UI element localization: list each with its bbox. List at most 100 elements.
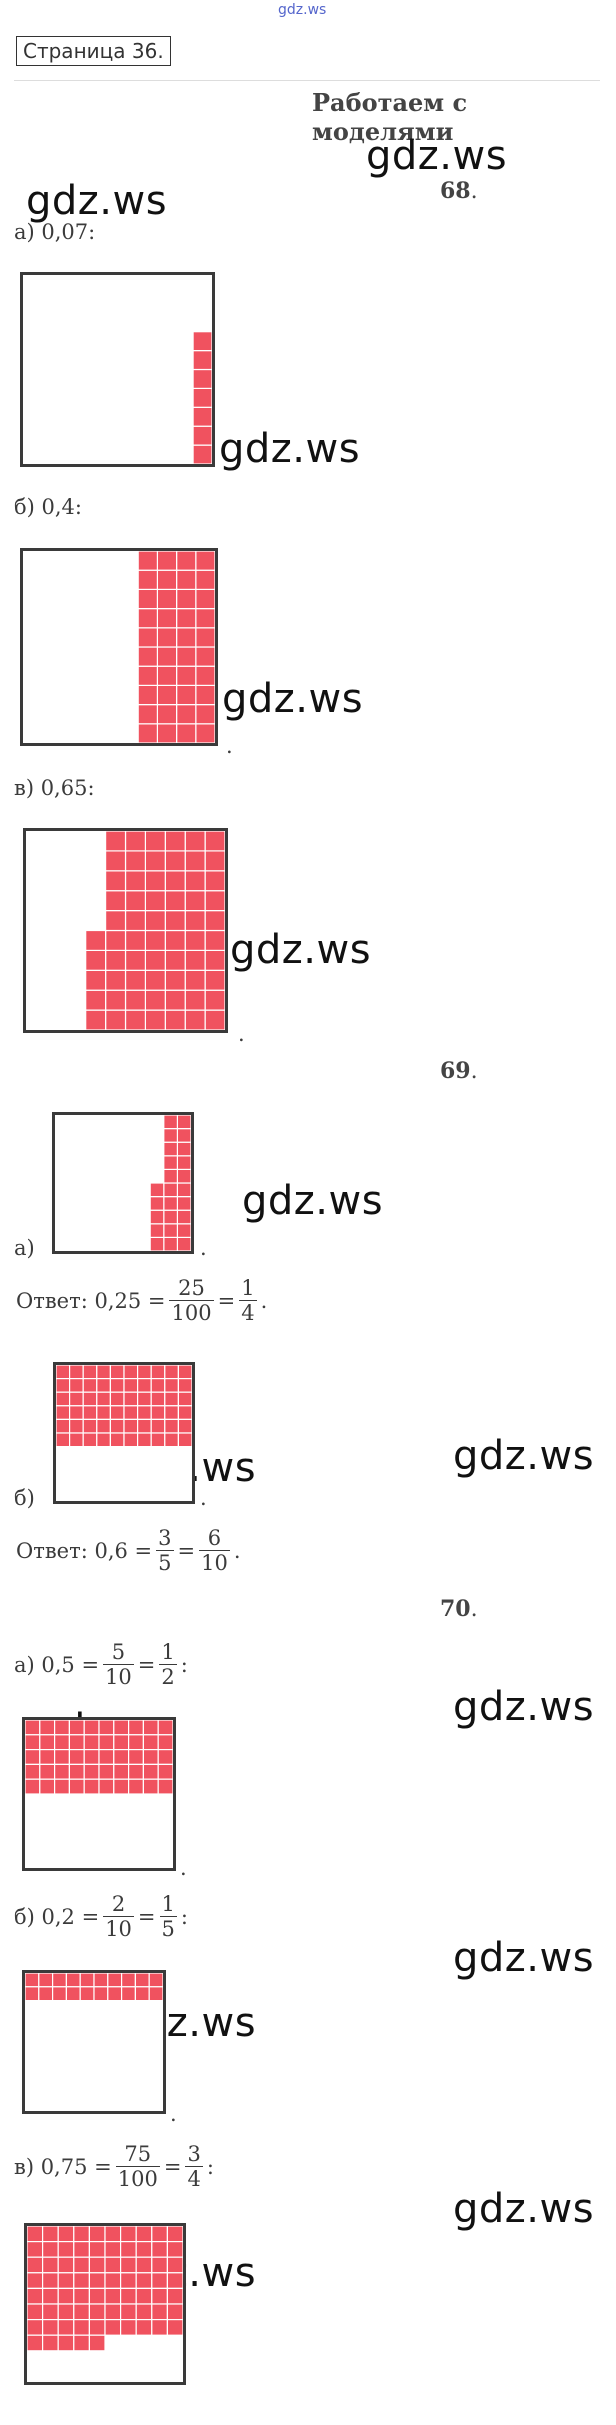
shaded-cell	[104, 831, 127, 852]
grid-cells	[25, 1973, 163, 2002]
grid-cells	[192, 331, 212, 464]
shaded-cell	[88, 2241, 106, 2258]
grid-cells	[25, 1720, 173, 1795]
shaded-cell	[85, 969, 107, 991]
page-label: Страница 36.	[16, 36, 171, 66]
shaded-cell	[104, 2303, 122, 2321]
shaded-cell	[184, 1009, 206, 1030]
shaded-cell	[120, 1973, 136, 1988]
shaded-cell	[136, 1391, 152, 1407]
shaded-cell	[127, 1749, 144, 1766]
shaded-cell	[204, 929, 225, 951]
decimal-grid-68c	[23, 828, 228, 1033]
shaded-cell	[69, 1418, 84, 1434]
shaded-cell	[54, 1734, 71, 1751]
shaded-cell	[25, 1973, 40, 1988]
exercise-number-70: 70.	[440, 1596, 478, 1622]
shaded-cell	[164, 1009, 186, 1030]
shaded-cell	[164, 1405, 180, 1420]
shaded-cell	[39, 1749, 56, 1766]
shaded-cell	[184, 929, 206, 951]
shaded-cell	[204, 1009, 225, 1030]
shaded-cell	[204, 850, 225, 872]
shaded-cell	[176, 1115, 191, 1130]
shaded-cell	[73, 2287, 90, 2305]
shaded-cell	[127, 1720, 144, 1736]
shaded-cell	[150, 1365, 166, 1380]
shaded-cell	[104, 870, 127, 892]
exercise-number-69: 69.	[440, 1058, 478, 1084]
shaded-cell	[88, 2256, 106, 2274]
shaded-cell	[164, 850, 186, 872]
shaded-cell	[104, 2287, 122, 2305]
trailing-dot: .	[200, 1486, 207, 1510]
shaded-cell	[119, 2318, 137, 2336]
shaded-cell	[195, 627, 215, 648]
shaded-cell	[69, 1378, 84, 1393]
shaded-cell	[164, 1432, 180, 1448]
trailing-dot: .	[238, 1022, 245, 1046]
shaded-cell	[42, 2226, 59, 2243]
shaded-cell	[176, 684, 197, 706]
shaded-cell	[39, 1763, 56, 1780]
shaded-cell	[134, 1973, 150, 1988]
shaded-cell	[98, 1778, 115, 1795]
shaded-cell	[166, 2256, 183, 2274]
section-title: Работаем с моделями	[312, 88, 468, 146]
decimal-grid-69a	[52, 1112, 194, 1254]
shaded-cell	[163, 1223, 179, 1239]
shaded-cell	[176, 1182, 191, 1198]
shaded-cell	[54, 1720, 71, 1736]
shaded-cell	[192, 425, 212, 446]
shaded-cell	[88, 2318, 106, 2336]
shaded-cell	[124, 929, 146, 951]
shaded-cell	[149, 1209, 165, 1225]
shaded-cell	[166, 2303, 183, 2321]
shaded-cell	[176, 551, 197, 571]
grid-cells	[27, 2226, 183, 2352]
shaded-cell	[163, 1168, 179, 1184]
shaded-cell	[184, 909, 206, 932]
shaded-cell	[57, 2318, 75, 2336]
watermark: gdz.ws	[26, 178, 168, 224]
shaded-cell	[25, 1734, 41, 1751]
shaded-cell	[176, 665, 197, 686]
shaded-cell	[163, 1128, 179, 1143]
shaded-cell	[195, 569, 215, 591]
shaded-cell	[166, 2226, 183, 2243]
shaded-cell	[164, 1365, 180, 1380]
shaded-cell	[42, 2272, 59, 2289]
shaded-cell	[124, 949, 146, 971]
shaded-cell	[137, 607, 158, 629]
shaded-cell	[119, 2256, 137, 2274]
trailing-dot: .	[180, 1856, 187, 1880]
shaded-cell	[57, 2303, 75, 2321]
shaded-cell	[69, 1365, 84, 1380]
grid-cells	[56, 1365, 192, 1448]
shaded-cell	[135, 2303, 153, 2321]
shaded-cell	[151, 2287, 169, 2305]
shaded-cell	[68, 1734, 85, 1751]
grid-cells	[137, 551, 215, 743]
shaded-cell	[149, 1223, 165, 1239]
shaded-cell	[83, 1720, 100, 1736]
shaded-cell	[104, 1009, 127, 1030]
decimal-grid-70a	[22, 1717, 176, 1871]
shaded-cell	[73, 2256, 90, 2274]
shaded-cell	[176, 1195, 191, 1211]
shaded-cell	[195, 665, 215, 686]
shaded-cell	[176, 1209, 191, 1225]
trailing-dot: .	[200, 1236, 207, 1260]
shaded-cell	[156, 646, 178, 667]
shaded-cell	[123, 1432, 139, 1448]
shaded-cell	[148, 1986, 163, 2002]
shaded-cell	[156, 704, 178, 725]
shaded-cell	[123, 1405, 139, 1420]
shaded-cell	[123, 1391, 139, 1407]
shaded-cell	[164, 989, 186, 1011]
shaded-cell	[136, 1378, 152, 1393]
shaded-cell	[195, 588, 215, 610]
shaded-cell	[124, 870, 146, 892]
shaded-cell	[127, 1734, 144, 1751]
shaded-cell	[166, 2287, 183, 2305]
